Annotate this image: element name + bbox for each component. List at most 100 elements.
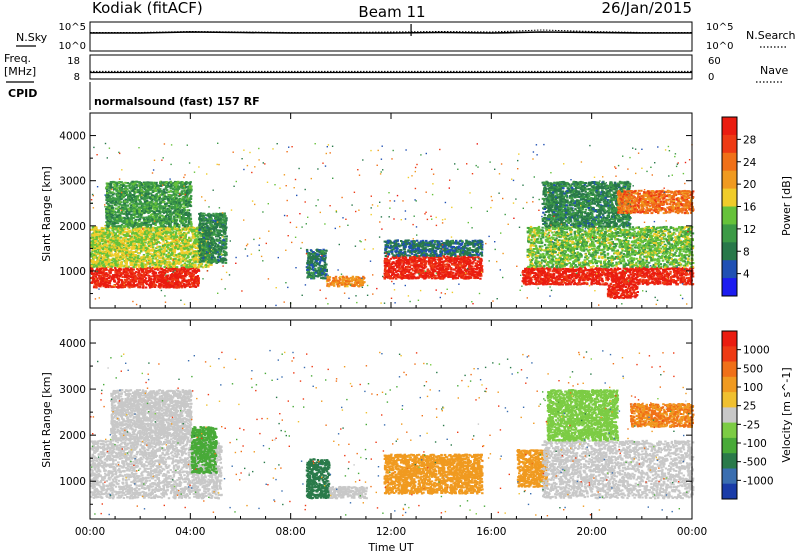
heatmap-cell: [186, 265, 188, 267]
heatmap-cell: [157, 277, 159, 279]
heatmap-cell: [109, 272, 111, 274]
heatmap-cell: [112, 225, 114, 227]
heatmap-cell: [97, 253, 99, 255]
heatmap-cell: [190, 195, 192, 197]
heatmap-cell: [182, 277, 184, 279]
heatmap-cell: [142, 270, 144, 272]
heatmap-cell: [164, 203, 166, 205]
heatmap-cell: [159, 283, 161, 285]
heatmap-cell: [181, 252, 183, 254]
heatmap-cell: [170, 190, 172, 192]
heatmap-cell: [189, 268, 191, 270]
heatmap-cell: [96, 273, 98, 275]
heatmap-cell: [108, 277, 110, 279]
freq-panel-frame: [90, 55, 692, 79]
heatmap-cell: [159, 218, 161, 220]
heatmap-cell: [136, 210, 138, 212]
heatmap-cell: [186, 206, 188, 208]
heatmap-cell: [129, 199, 131, 201]
heatmap-cell: [159, 206, 161, 208]
heatmap-cell: [143, 222, 145, 224]
heatmap-cell: [116, 258, 118, 260]
heatmap-cell: [182, 228, 184, 230]
heatmap-cell: [149, 253, 151, 255]
heatmap-cell: [149, 217, 151, 219]
heatmap-cell: [164, 248, 166, 250]
heatmap-cell: [130, 270, 132, 272]
heatmap-cell: [139, 192, 141, 194]
heatmap-cell: [151, 219, 153, 221]
heatmap-cell: [119, 226, 121, 228]
heatmap-cell: [185, 212, 187, 214]
heatmap-cell: [125, 199, 127, 201]
heatmap-cell: [177, 205, 179, 207]
heatmap-cell: [164, 196, 166, 198]
heatmap-cell: [178, 202, 180, 204]
heatmap-cell: [107, 255, 109, 257]
heatmap-cell: [133, 193, 135, 195]
heatmap-cell: [120, 264, 122, 266]
heatmap-cell: [173, 225, 175, 227]
heatmap-cell: [131, 208, 133, 210]
heatmap-cell: [154, 197, 156, 199]
heatmap-cell: [102, 251, 104, 253]
heatmap-cell: [180, 242, 182, 244]
heatmap-cell: [167, 244, 169, 246]
nave-label: Nave: [760, 64, 788, 77]
heatmap-cell: [170, 254, 172, 256]
heatmap-cell: [102, 248, 104, 250]
heatmap-cell: [133, 251, 135, 253]
heatmap-cell: [114, 271, 116, 273]
heatmap-cell: [109, 207, 111, 209]
freq-series: [90, 71, 692, 72]
heatmap-cell: [119, 250, 121, 252]
nsearch-tick-top: 10^5: [706, 22, 733, 33]
heatmap-cell: [174, 273, 176, 275]
heatmap-cell: [94, 281, 96, 283]
heatmap-cell: [165, 185, 167, 187]
heatmap-cell: [155, 266, 157, 268]
heatmap-cell: [97, 260, 99, 262]
heatmap-cell: [157, 221, 159, 223]
heatmap-cell: [192, 237, 194, 239]
heatmap-cell: [189, 205, 191, 207]
heatmap-cell: [112, 221, 114, 223]
heatmap-cell: [194, 261, 196, 263]
heatmap-cell: [167, 232, 169, 234]
heatmap-cell: [120, 261, 122, 263]
heatmap-cell: [133, 266, 135, 268]
heatmap-cell: [121, 245, 123, 247]
heatmap-cell: [165, 192, 167, 194]
heatmap-cell: [171, 229, 173, 231]
heatmap-cell: [125, 225, 127, 227]
heatmap-cell: [188, 201, 190, 203]
heatmap-cell: [181, 234, 183, 236]
heatmap-cell: [172, 212, 174, 214]
heatmap-cell: [108, 274, 110, 276]
heatmap-cell: [122, 268, 124, 270]
heatmap-cell: [101, 230, 103, 232]
heatmap-cell: [118, 206, 120, 208]
heatmap-cell: [117, 222, 119, 224]
heatmap-cell: [140, 190, 142, 192]
heatmap-cell: [129, 282, 131, 284]
freq-tick-top: 18: [67, 56, 80, 67]
heatmap-cell: [115, 265, 117, 267]
heatmap-cell: [167, 247, 169, 249]
heatmap-cell: [162, 233, 164, 235]
heatmap-cell: [196, 270, 198, 272]
heatmap-cell: [128, 270, 130, 272]
heatmap-cell: [174, 183, 176, 185]
heatmap-cell: [115, 239, 117, 241]
heatmap-cell: [108, 215, 110, 217]
heatmap-cell: [135, 264, 137, 266]
heatmap-cell: [118, 278, 120, 280]
beam-title: Beam 11: [358, 3, 425, 21]
heatmap-cell: [121, 279, 123, 281]
heatmap-cell: [186, 190, 188, 192]
heatmap-cell: [147, 253, 149, 255]
heatmap-cell: [173, 255, 175, 257]
heatmap-cell: [148, 208, 150, 210]
heatmap-cell: [166, 222, 168, 224]
